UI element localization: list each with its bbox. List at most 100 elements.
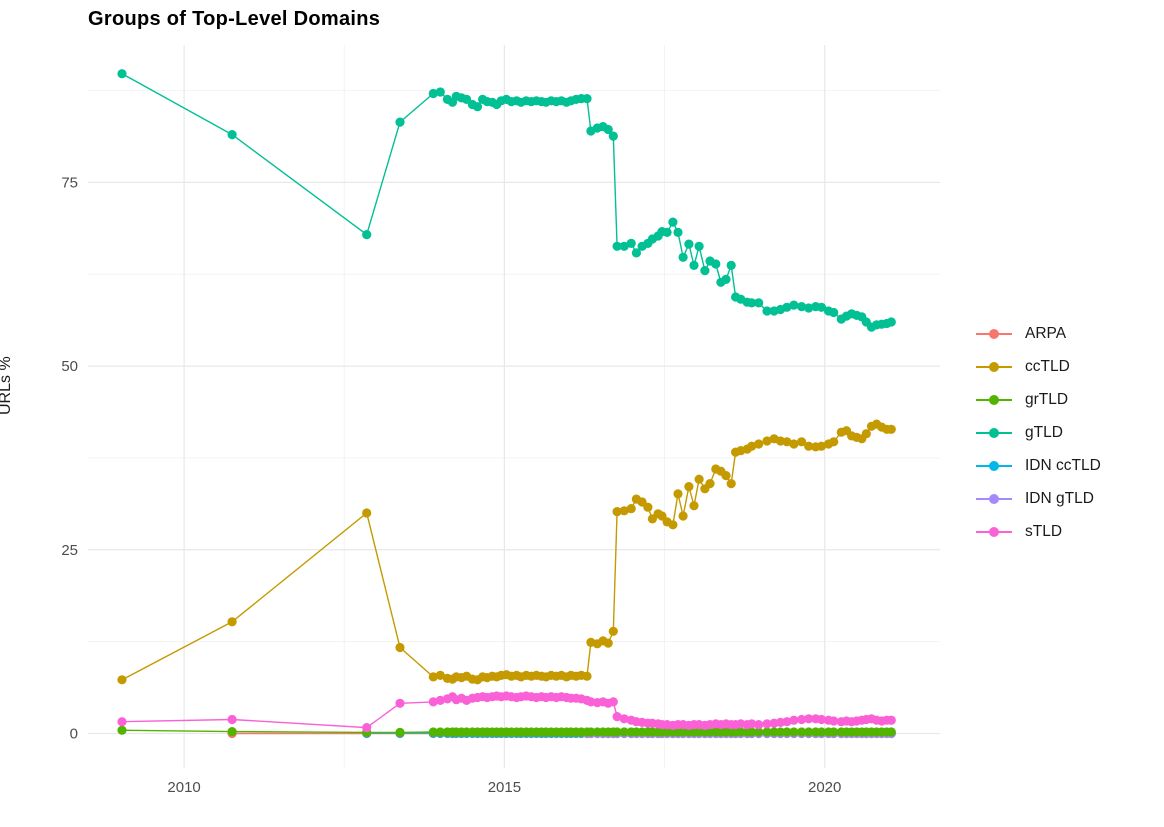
legend-entry-sTLD: sTLD [976, 515, 1101, 548]
series-line-gTLD [121, 73, 892, 328]
data-point [435, 727, 445, 737]
series-gTLD [117, 69, 896, 332]
data-point [754, 439, 764, 449]
legend-dot-icon [989, 361, 999, 372]
legend-entry-IDN-ccTLD: IDN ccTLD [976, 449, 1101, 482]
data-point [762, 719, 772, 729]
data-point [726, 479, 736, 489]
legend-dot-icon [989, 427, 999, 438]
data-point [117, 69, 127, 79]
data-point [673, 227, 683, 237]
data-point [797, 727, 807, 737]
data-point [626, 504, 636, 514]
data-point [435, 670, 445, 681]
legend-dot-icon [989, 460, 999, 471]
data-point [612, 712, 622, 722]
data-point [612, 241, 622, 251]
data-point [435, 695, 445, 706]
data-point [721, 274, 731, 284]
data-point [619, 714, 629, 724]
data-point [754, 720, 764, 730]
data-point [608, 131, 618, 141]
data-point [117, 725, 127, 735]
data-point [782, 727, 792, 737]
series-sTLD [117, 691, 896, 733]
series-grTLD [117, 725, 896, 738]
y-tick-label: 25 [61, 542, 78, 559]
data-point [603, 124, 613, 135]
data-point [782, 717, 792, 727]
data-point [472, 102, 483, 112]
data-point [736, 727, 746, 737]
legend-dot-icon [989, 394, 999, 405]
data-point [227, 130, 237, 140]
data-point [804, 441, 814, 451]
data-point [694, 241, 704, 251]
data-point [782, 302, 792, 312]
data-point [608, 697, 618, 707]
data-point [684, 239, 694, 249]
data-point [797, 714, 807, 725]
data-point [816, 727, 827, 737]
data-point [829, 716, 839, 726]
legend-label: ARPA [1025, 324, 1067, 342]
data-point [668, 217, 678, 227]
data-point [754, 298, 764, 308]
data-point [612, 727, 622, 737]
legend-marker-icon [976, 526, 1012, 538]
data-point [603, 638, 613, 648]
data-point [678, 252, 688, 262]
legend-entry-gTLD: gTLD [976, 416, 1101, 449]
data-point [619, 241, 629, 251]
data-point [362, 723, 372, 733]
legend-marker-icon [976, 328, 1012, 340]
y-tick-label: 0 [70, 725, 78, 742]
legend-entry-ARPA: ARPA [976, 317, 1101, 350]
legend-marker-icon [976, 493, 1012, 505]
data-point [775, 727, 786, 737]
data-point [428, 88, 438, 99]
data-point [619, 506, 629, 516]
data-point [789, 727, 799, 737]
x-tick-label: 2015 [488, 779, 521, 796]
legend-marker-icon [976, 460, 1012, 472]
legend-dot-icon [989, 328, 999, 339]
data-point [747, 727, 757, 737]
series-ccTLD [117, 419, 896, 685]
data-point [886, 424, 896, 434]
data-point [804, 727, 814, 737]
data-point [428, 727, 438, 737]
data-point [227, 617, 237, 627]
data-point [816, 302, 827, 312]
data-point [804, 714, 814, 724]
data-point [662, 227, 672, 237]
data-point [797, 302, 807, 312]
data-point [762, 727, 772, 737]
data-point [886, 715, 896, 725]
data-point [861, 429, 871, 439]
data-point [678, 511, 688, 521]
data-point [362, 230, 372, 240]
legend-entry-IDN-gTLD: IDN gTLD [976, 482, 1101, 515]
data-point [769, 727, 779, 737]
data-point [747, 298, 757, 308]
data-point [829, 307, 839, 318]
data-point [362, 508, 372, 518]
data-point [117, 675, 127, 685]
data-point [428, 672, 438, 682]
data-point [668, 520, 678, 530]
legend-label: IDN ccTLD [1025, 456, 1101, 474]
data-point [689, 501, 699, 511]
legend-entry-ccTLD: ccTLD [976, 350, 1101, 383]
data-point [829, 437, 839, 447]
data-point [395, 117, 405, 127]
data-point [684, 482, 694, 492]
data-point [816, 714, 827, 725]
data-point [829, 727, 839, 737]
data-point [631, 248, 642, 258]
legend-dot-icon [989, 526, 999, 537]
data-point [643, 502, 653, 512]
data-point [673, 489, 683, 499]
